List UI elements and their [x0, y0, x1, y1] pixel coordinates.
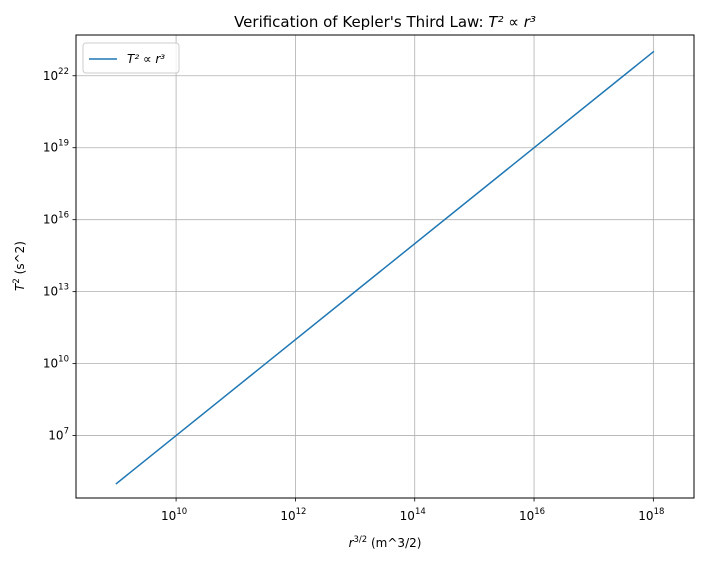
y-tick-label: 107: [48, 427, 69, 443]
x-tick-label: 1010: [161, 507, 187, 523]
y-tick-label: 1019: [43, 139, 69, 155]
legend-label: T² ∝ r³: [127, 52, 165, 66]
y-tick-label: 1022: [43, 67, 69, 83]
y-axis-label: T2 (s^2): [12, 241, 27, 291]
ticks: 1010 1012 1014 1016 1018 107 1010 1013 1016 1019 1…: [43, 67, 665, 523]
grid: [76, 35, 694, 498]
x-tick-label: 1014: [400, 507, 426, 523]
x-tick-label: 1016: [519, 507, 545, 523]
series-layer: [115, 50, 655, 485]
chart-title: Verification of Kepler's Third Law: T² ∝…: [234, 13, 536, 31]
legend: T² ∝ r³: [82, 42, 180, 74]
y-tick-label: 1010: [43, 355, 69, 371]
x-tick-label: 1012: [280, 507, 306, 523]
series-line: [115, 50, 655, 485]
x-tick-label: 1018: [638, 507, 664, 523]
plot-frame: [75, 34, 695, 499]
x-axis-label: r3/2 (m^3/2): [349, 535, 422, 550]
y-tick-label: 1013: [43, 283, 69, 299]
legend-box: [82, 42, 180, 74]
y-tick-label: 1016: [43, 211, 69, 227]
